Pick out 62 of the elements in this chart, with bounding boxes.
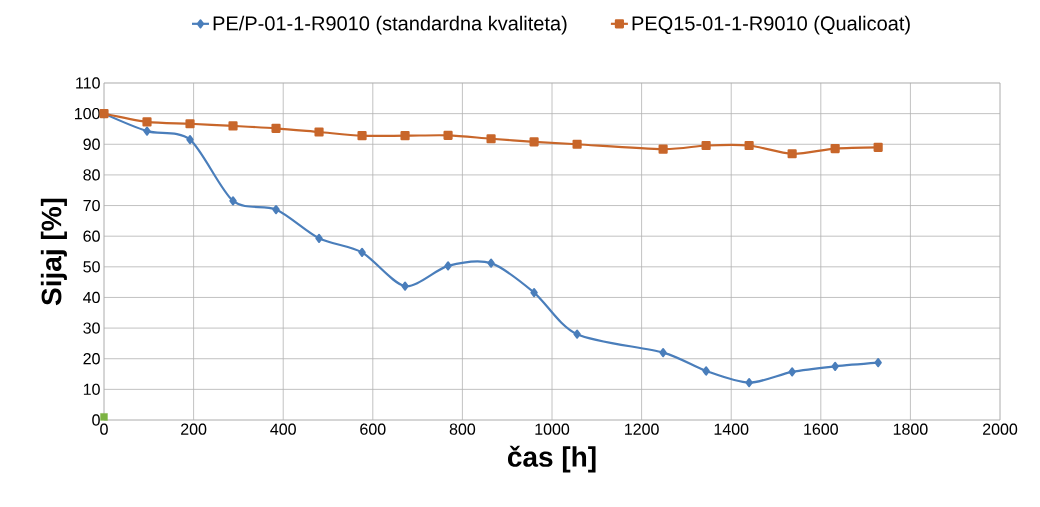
point — [529, 137, 539, 147]
point — [486, 134, 496, 144]
y-tick-label: 70 — [83, 199, 100, 212]
x-tick-label: 400 — [270, 423, 296, 435]
point — [229, 196, 237, 206]
legend-label: PEQ15-01-1-R9010 (Qualicoat) — [632, 15, 910, 35]
point — [186, 135, 194, 145]
point — [271, 123, 281, 133]
x-tick-label: 600 — [360, 423, 386, 435]
x-tick-label: 1800 — [893, 423, 928, 435]
y-tick-label: 0 — [92, 414, 100, 426]
x-tick-label: 200 — [181, 423, 207, 435]
point — [702, 366, 710, 376]
point — [315, 233, 323, 243]
x-tick-label: 800 — [449, 423, 476, 435]
point — [659, 348, 667, 358]
point — [487, 258, 495, 268]
x-tick-label: 1600 — [804, 423, 838, 435]
x-axis-title: čas [h] — [507, 445, 596, 473]
point — [185, 119, 195, 129]
point — [658, 144, 668, 154]
y-tick-label: 20 — [83, 353, 100, 365]
legend-label: PE/P-01-1-R9010 (standardna kvaliteta) — [213, 15, 567, 35]
y-tick-label: 90 — [83, 138, 100, 150]
point — [143, 126, 151, 136]
point — [358, 247, 366, 257]
x-tick-label: 2000 — [983, 423, 1018, 435]
point — [701, 140, 711, 151]
y-tick-label: 10 — [83, 383, 100, 396]
y-tick-label: 80 — [83, 169, 100, 181]
point — [142, 117, 152, 127]
y-axis-title: Sijaj [%] — [40, 198, 67, 306]
point — [357, 131, 367, 141]
point — [530, 287, 538, 298]
point — [228, 121, 238, 131]
x-tick-label: 1000 — [535, 423, 570, 435]
y-tick-label: 50 — [83, 261, 100, 273]
point — [744, 140, 754, 151]
point — [788, 367, 796, 377]
point — [400, 131, 410, 141]
x-tick-label: 1400 — [714, 423, 749, 435]
point — [443, 130, 453, 140]
y-tick-label: 110 — [76, 77, 100, 89]
point — [100, 413, 108, 421]
y-tick-label: 100 — [75, 107, 100, 120]
y-tick-label: 40 — [83, 291, 100, 304]
point — [444, 261, 452, 271]
point — [874, 358, 882, 368]
point — [745, 378, 753, 388]
point — [272, 204, 280, 215]
point — [314, 127, 324, 137]
point — [401, 281, 409, 291]
point — [787, 149, 797, 159]
point — [572, 139, 582, 149]
point — [573, 329, 581, 339]
point — [831, 361, 839, 371]
point — [873, 142, 883, 152]
point — [830, 143, 840, 154]
y-tick-label: 60 — [83, 230, 100, 242]
x-tick-label: 0 — [100, 423, 108, 435]
x-tick-label: 1200 — [625, 423, 659, 435]
y-tick-label: 30 — [83, 322, 100, 334]
